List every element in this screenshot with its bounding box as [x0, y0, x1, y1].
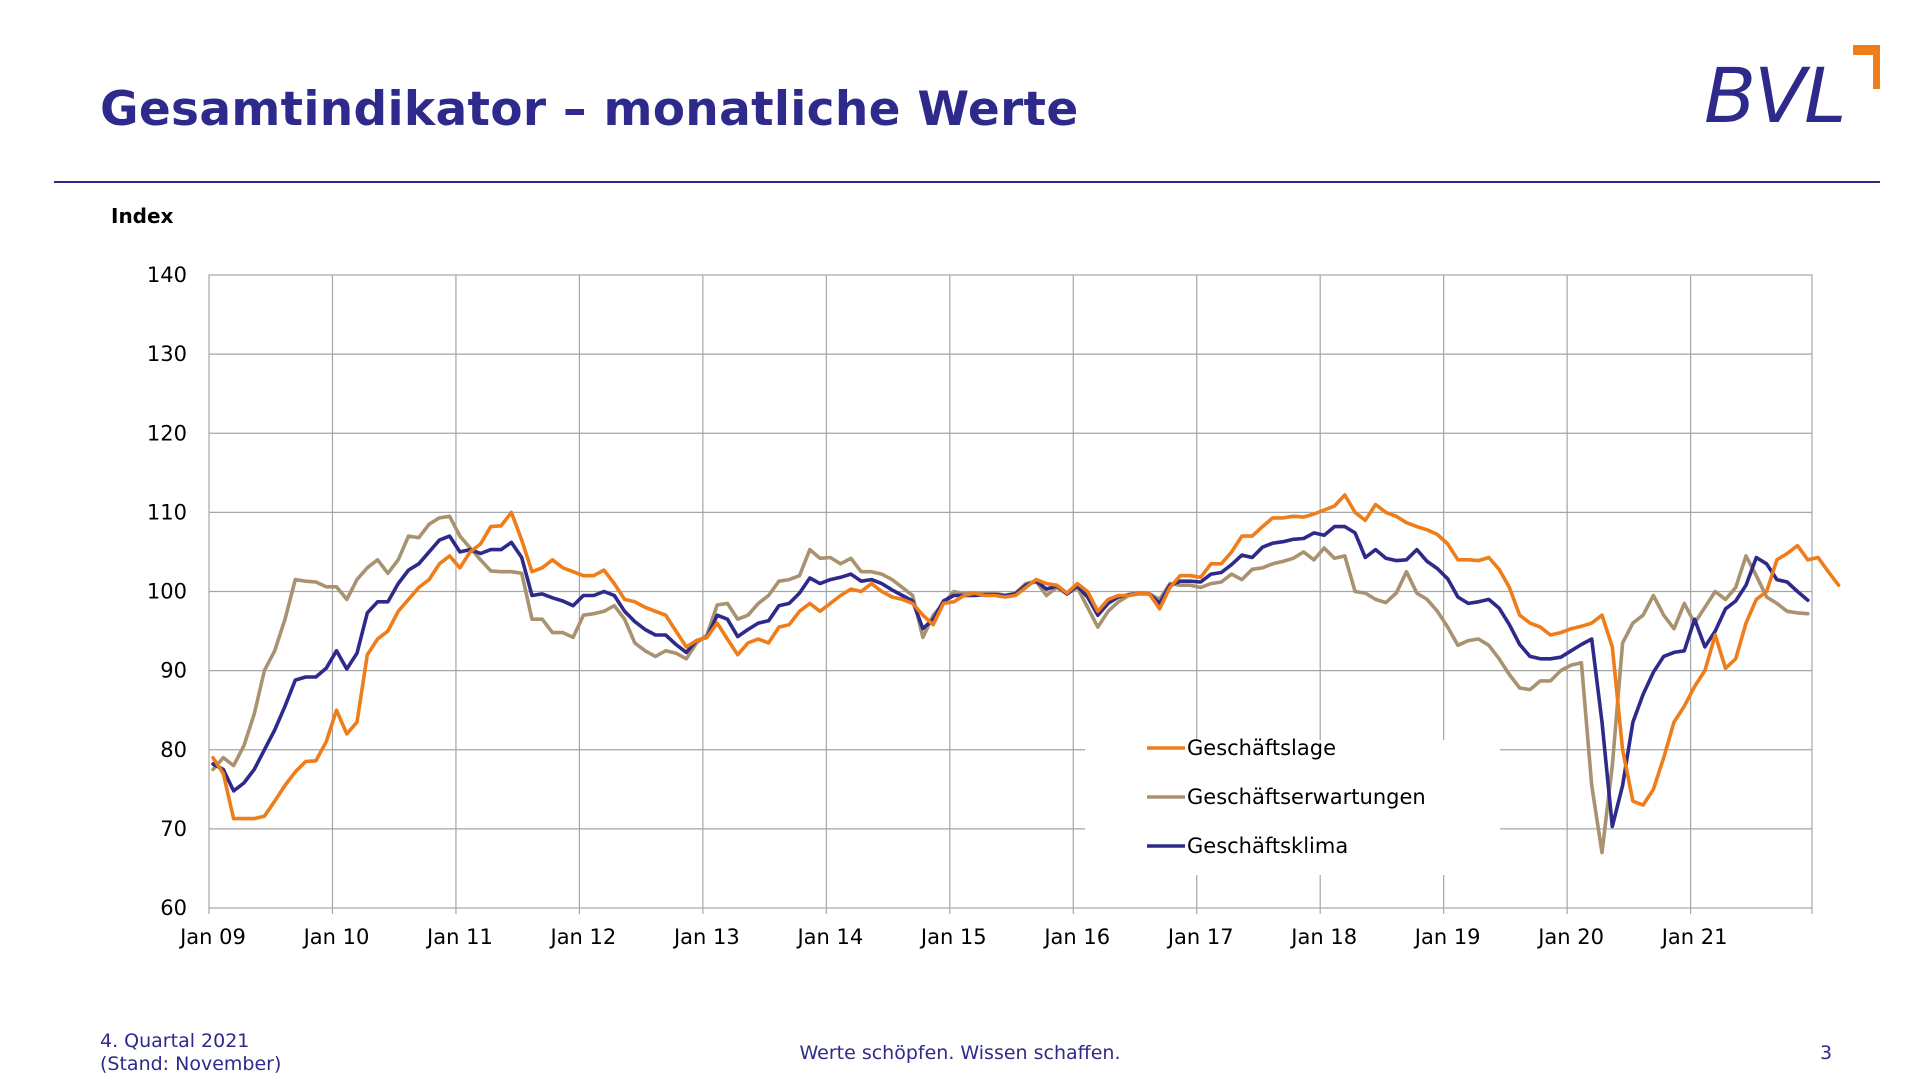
y-tick-label: 80: [160, 738, 187, 762]
y-tick-label: 90: [160, 659, 187, 683]
x-tick-label: Jan 09: [178, 925, 246, 949]
x-tick-label: Jan 12: [549, 925, 617, 949]
x-tick-label: Jan 14: [795, 925, 863, 949]
logo-orange-corner: [1853, 45, 1880, 89]
footer-stand: (Stand: November): [100, 1053, 282, 1075]
page-number: 3: [1820, 1042, 1833, 1064]
y-tick-label: 130: [147, 342, 187, 366]
series-line-1: [211, 493, 1841, 821]
x-tick-label: Jan 20: [1536, 925, 1604, 949]
header-rule: [54, 181, 1880, 183]
legend-label: Geschäftserwartungen: [1187, 785, 1426, 809]
bvl-logo: BVL: [1704, 45, 1880, 140]
x-tick-label: Jan 18: [1289, 925, 1357, 949]
logo-text: BVL: [1704, 51, 1844, 140]
line-chart: 60 70 80 90 100 110 120 130 140 Jan 09 Jan 10 Jan 1…: [111, 204, 1841, 949]
x-tick-label: Jan 11: [425, 925, 493, 949]
legend-label: Geschäftslage: [1187, 736, 1336, 760]
y-tick-label: 60: [160, 896, 187, 920]
y-axis-label: Index: [111, 204, 174, 228]
y-tick-label: 120: [147, 421, 187, 445]
y-tick-label: 100: [147, 580, 187, 604]
x-tick-label: Jan 15: [919, 925, 987, 949]
x-tick-label: Jan 10: [302, 925, 370, 949]
footer-slogan: Werte schöpfen. Wissen schaffen.: [799, 1042, 1121, 1064]
legend-background: [1085, 740, 1500, 875]
x-tick-label: Jan 17: [1166, 925, 1234, 949]
y-tick-label: 140: [147, 263, 187, 287]
footer-quarter: 4. Quartal 2021: [100, 1030, 250, 1052]
y-tick-label: 70: [160, 817, 187, 841]
x-tick-label: Jan 19: [1413, 925, 1481, 949]
y-tick-label: 110: [147, 500, 187, 524]
footer-date: 4. Quartal 2021 (Stand: November): [100, 1030, 281, 1076]
series-line-2: [211, 514, 1810, 855]
x-tick-label: Jan 21: [1660, 925, 1728, 949]
page-title: Gesamtindikator – monatliche Werte: [100, 82, 1079, 137]
x-tick-label: Jan 16: [1042, 925, 1110, 949]
series-line-3: [211, 524, 1810, 829]
x-tick-label: Jan 13: [672, 925, 740, 949]
legend-label: Geschäftsklima: [1187, 834, 1348, 858]
